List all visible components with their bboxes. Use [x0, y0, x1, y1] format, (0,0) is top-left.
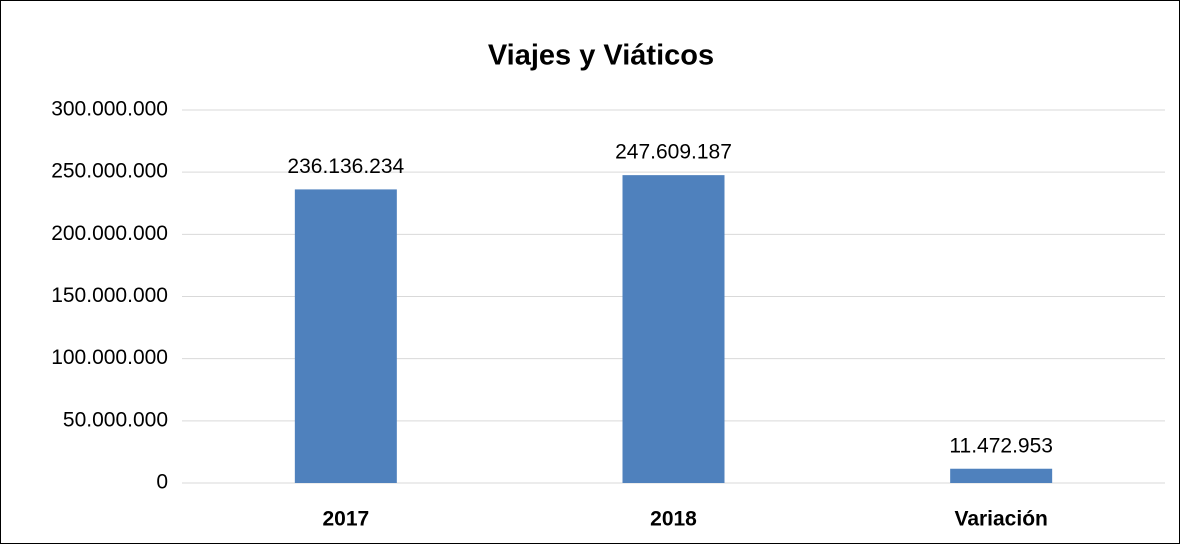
chart-title: Viajes y Viáticos: [488, 40, 714, 72]
data-label: 236.136.234: [287, 155, 404, 178]
x-tick-label: 2018: [650, 508, 697, 531]
x-tick-label: Variación: [954, 508, 1047, 531]
bar: [294, 189, 397, 484]
y-tick-label: 100.000.000: [51, 346, 168, 369]
y-tick-label: 50.000.000: [63, 408, 168, 431]
y-tick-label: 300.000.000: [51, 98, 168, 121]
y-tick-label: 200.000.000: [51, 222, 168, 245]
bar: [622, 175, 725, 483]
data-label: 11.472.953: [949, 434, 1053, 457]
y-tick-label: 250.000.000: [51, 160, 168, 183]
x-tick-label: 2017: [322, 508, 369, 531]
y-tick-label: 150.000.000: [51, 284, 168, 307]
y-tick-label: 0: [156, 471, 168, 494]
data-label: 247.609.187: [615, 141, 732, 164]
bar: [950, 468, 1053, 483]
